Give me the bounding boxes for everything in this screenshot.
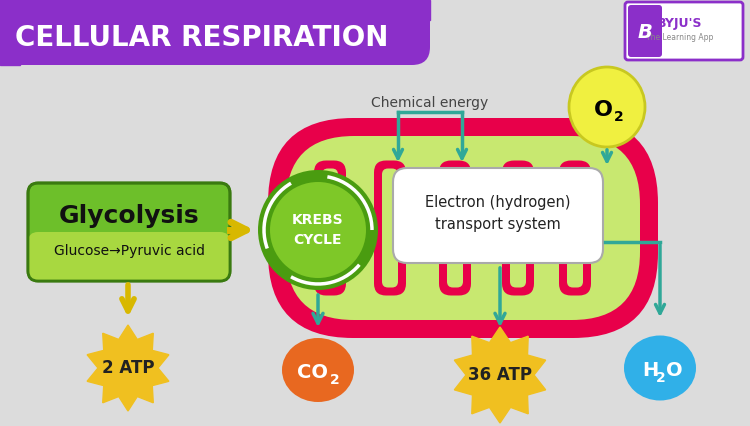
- FancyBboxPatch shape: [286, 136, 640, 320]
- Text: O: O: [593, 100, 613, 120]
- Text: 2: 2: [656, 371, 666, 385]
- Text: Glycolysis: Glycolysis: [58, 204, 200, 228]
- FancyBboxPatch shape: [268, 118, 658, 338]
- Polygon shape: [454, 327, 546, 423]
- Text: 2: 2: [614, 110, 624, 124]
- Circle shape: [270, 182, 366, 278]
- Text: BYJU'S: BYJU'S: [657, 17, 703, 31]
- Ellipse shape: [624, 336, 696, 400]
- FancyBboxPatch shape: [314, 161, 346, 296]
- Text: CO: CO: [298, 363, 328, 383]
- FancyBboxPatch shape: [322, 169, 338, 288]
- Text: CYCLE: CYCLE: [294, 233, 342, 247]
- Circle shape: [258, 170, 378, 290]
- Text: O: O: [666, 362, 682, 380]
- Ellipse shape: [569, 67, 645, 147]
- Text: Glucose→Pyruvic acid: Glucose→Pyruvic acid: [53, 244, 205, 258]
- Bar: [0, 0, 430, 20]
- Text: H: H: [642, 362, 658, 380]
- FancyBboxPatch shape: [393, 168, 603, 263]
- FancyBboxPatch shape: [559, 161, 591, 296]
- Ellipse shape: [282, 338, 354, 402]
- FancyBboxPatch shape: [625, 2, 743, 60]
- Bar: [0, 0, 20, 65]
- Text: 2: 2: [330, 373, 340, 387]
- Text: B: B: [638, 23, 652, 41]
- Text: 2 ATP: 2 ATP: [102, 359, 154, 377]
- FancyBboxPatch shape: [28, 183, 230, 281]
- FancyBboxPatch shape: [382, 169, 398, 288]
- Text: KREBS: KREBS: [292, 213, 344, 227]
- Text: CELLULAR RESPIRATION: CELLULAR RESPIRATION: [15, 24, 388, 52]
- FancyBboxPatch shape: [628, 5, 662, 57]
- FancyBboxPatch shape: [439, 161, 471, 296]
- FancyBboxPatch shape: [374, 161, 406, 296]
- FancyBboxPatch shape: [28, 232, 230, 281]
- Text: Chemical energy: Chemical energy: [371, 96, 489, 110]
- FancyBboxPatch shape: [510, 169, 526, 288]
- Text: 36 ATP: 36 ATP: [468, 366, 532, 384]
- Text: transport system: transport system: [435, 216, 561, 231]
- FancyBboxPatch shape: [0, 0, 430, 65]
- Text: The Learning App: The Learning App: [646, 34, 714, 43]
- FancyBboxPatch shape: [447, 169, 463, 288]
- Polygon shape: [87, 325, 169, 411]
- FancyBboxPatch shape: [567, 169, 583, 288]
- FancyBboxPatch shape: [502, 161, 534, 296]
- Text: Electron (hydrogen): Electron (hydrogen): [425, 195, 571, 210]
